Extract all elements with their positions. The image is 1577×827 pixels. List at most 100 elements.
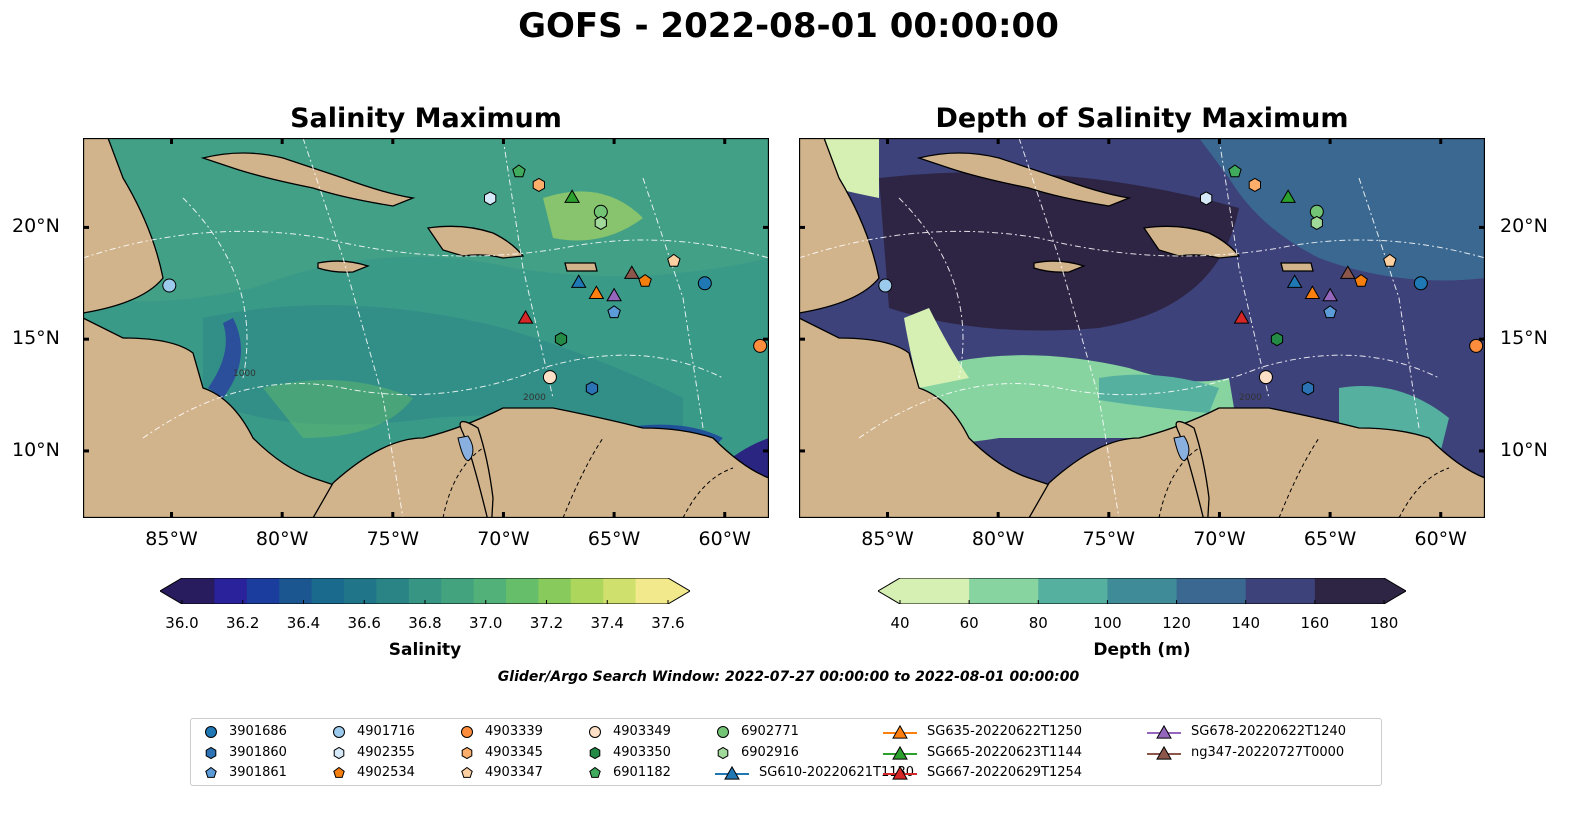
lon-tick-label: 60°W xyxy=(698,528,751,550)
colorbar-swatch xyxy=(1314,578,1385,604)
observation-marker-3901861 xyxy=(607,305,621,319)
legend-hexagon-icon xyxy=(589,746,601,759)
colorbar-tick-label: 36.4 xyxy=(286,614,321,632)
colorbar-tick-label: 180 xyxy=(1369,614,1399,632)
observation-marker-4903350 xyxy=(554,332,568,347)
legend-circle-icon xyxy=(589,726,601,738)
colorbar-extend-low xyxy=(160,578,182,604)
observation-marker-SG665-20220623T1144 xyxy=(564,189,580,203)
colorbar-swatch xyxy=(1107,578,1178,604)
observation-marker-4903345 xyxy=(1248,177,1261,192)
observation-marker-3901860 xyxy=(1301,381,1315,396)
land xyxy=(83,138,769,518)
lon-tick-label: 60°W xyxy=(1414,528,1467,550)
legend-pentagon-icon xyxy=(205,766,217,778)
colorbar-extend-low xyxy=(878,578,900,604)
observation-marker-4901716 xyxy=(162,278,177,293)
lon-tick-label: 65°W xyxy=(587,528,641,550)
observation-marker-4901716 xyxy=(878,278,893,293)
colorbar-tick-label: 120 xyxy=(1162,614,1191,632)
observation-marker-SG667-20220629T1254 xyxy=(1233,309,1250,324)
legend-circle-icon xyxy=(461,726,473,738)
colorbar-swatch xyxy=(900,578,970,604)
lon-tick-label: 85°W xyxy=(861,528,914,550)
colorbar-swatch xyxy=(506,578,539,604)
observation-marker-3901686 xyxy=(1413,276,1428,291)
legend-marker xyxy=(1147,724,1181,739)
observation-marker-4903339 xyxy=(753,338,768,353)
colorbar-swatch xyxy=(408,578,442,604)
legend-marker xyxy=(589,726,601,738)
legend-circle-icon xyxy=(205,726,217,738)
colorbar-swatch xyxy=(311,578,345,604)
legend-label: 4903350 xyxy=(613,744,671,760)
colorbar-tick-label: 80 xyxy=(1028,614,1048,632)
legend-label: 3901861 xyxy=(229,765,287,780)
colorbar-tick-label: 100 xyxy=(1093,614,1122,632)
legend-label: ng347-20220727T0000 xyxy=(1191,744,1345,760)
legend-hexagon-icon xyxy=(205,746,217,759)
observation-marker-4903339 xyxy=(1469,338,1484,353)
lat-tick-label: 20°N xyxy=(12,215,60,238)
lat-tick-label: 15°N xyxy=(12,327,60,350)
contour-label: 2000 xyxy=(1239,393,1262,403)
tick-marks xyxy=(799,138,1485,518)
colorbar-tick-label: 36.0 xyxy=(165,614,199,632)
observation-marker-4903350 xyxy=(1270,332,1284,347)
legend-label: 3901686 xyxy=(229,724,287,739)
colorbar-swatch xyxy=(969,578,1039,604)
observation-marker-4903347 xyxy=(1383,253,1397,267)
observation-marker-4902534 xyxy=(1354,273,1368,287)
legend-triangle-icon xyxy=(892,724,908,739)
observation-marker-SG635-20220622T1250 xyxy=(588,285,605,299)
legend-circle-icon xyxy=(717,726,729,738)
lon-tick-label: 65°W xyxy=(1303,528,1357,550)
legend-label: SG635-20220622T1250 xyxy=(927,724,1083,739)
observation-marker-6902916 xyxy=(1310,215,1323,230)
colorbar-tick-label: 37.0 xyxy=(469,614,503,632)
lon-tick-label: 75°W xyxy=(1082,528,1136,550)
legend-marker xyxy=(205,746,217,759)
observation-marker-SG635-20220622T1250 xyxy=(1304,285,1321,299)
depth-colorbar-label: Depth (m) xyxy=(1093,640,1191,660)
legend-marker xyxy=(461,746,473,759)
lon-tick-label: 75°W xyxy=(366,528,420,550)
legend-marker xyxy=(333,766,345,778)
colorbar-tick-label: 37.6 xyxy=(651,614,685,632)
legend-label: 4903347 xyxy=(485,765,543,780)
legend-label: 3901860 xyxy=(229,744,287,760)
legend-triangle-icon xyxy=(892,765,908,780)
legend-label: 4902355 xyxy=(357,744,415,760)
observation-marker-4902355 xyxy=(1200,191,1213,206)
observation-marker-SG678-20220622T1240 xyxy=(606,287,622,302)
salinity-colorbar-label: Salinity xyxy=(388,640,462,660)
colorbar-swatch xyxy=(473,578,507,604)
observation-marker-4903345 xyxy=(532,177,545,192)
lon-tick-label: 70°W xyxy=(477,528,530,550)
legend-hexagon-icon xyxy=(461,746,473,759)
lat-tick-label: 15°N xyxy=(1500,327,1548,350)
legend-label: 4903339 xyxy=(485,724,543,739)
legend-label: 4903345 xyxy=(485,744,543,760)
legend-pentagon-icon xyxy=(589,766,601,778)
legend-label: 4902534 xyxy=(357,765,415,780)
lat-tick-label: 20°N xyxy=(1500,215,1548,238)
legend-label: 4903349 xyxy=(613,724,671,739)
observation-marker-SG678-20220622T1240 xyxy=(1322,287,1338,302)
legend-label: 4901716 xyxy=(357,724,415,739)
legend-marker xyxy=(1147,745,1181,760)
lon-tick-label: 85°W xyxy=(145,528,198,550)
legend-marker xyxy=(883,765,917,780)
observation-marker-4903349 xyxy=(1258,370,1273,385)
observation-markers-left xyxy=(162,164,768,396)
lat-tick-label: 10°N xyxy=(1500,438,1548,461)
legend: 3901686 3901860 3901861 4901716 4902355 49025… xyxy=(190,718,1382,786)
colorbar-swatch xyxy=(441,578,475,604)
legend-triangle-icon xyxy=(1156,724,1172,739)
contour-label: 2000 xyxy=(523,393,546,403)
legend-label: 6901182 xyxy=(613,765,671,780)
search-window-caption: Glider/Argo Search Window: 2022-07-27 00… xyxy=(497,669,1080,685)
legend-marker xyxy=(883,724,917,739)
legend-label: SG610-20220621T1130 xyxy=(759,765,915,780)
legend-marker xyxy=(333,726,345,738)
